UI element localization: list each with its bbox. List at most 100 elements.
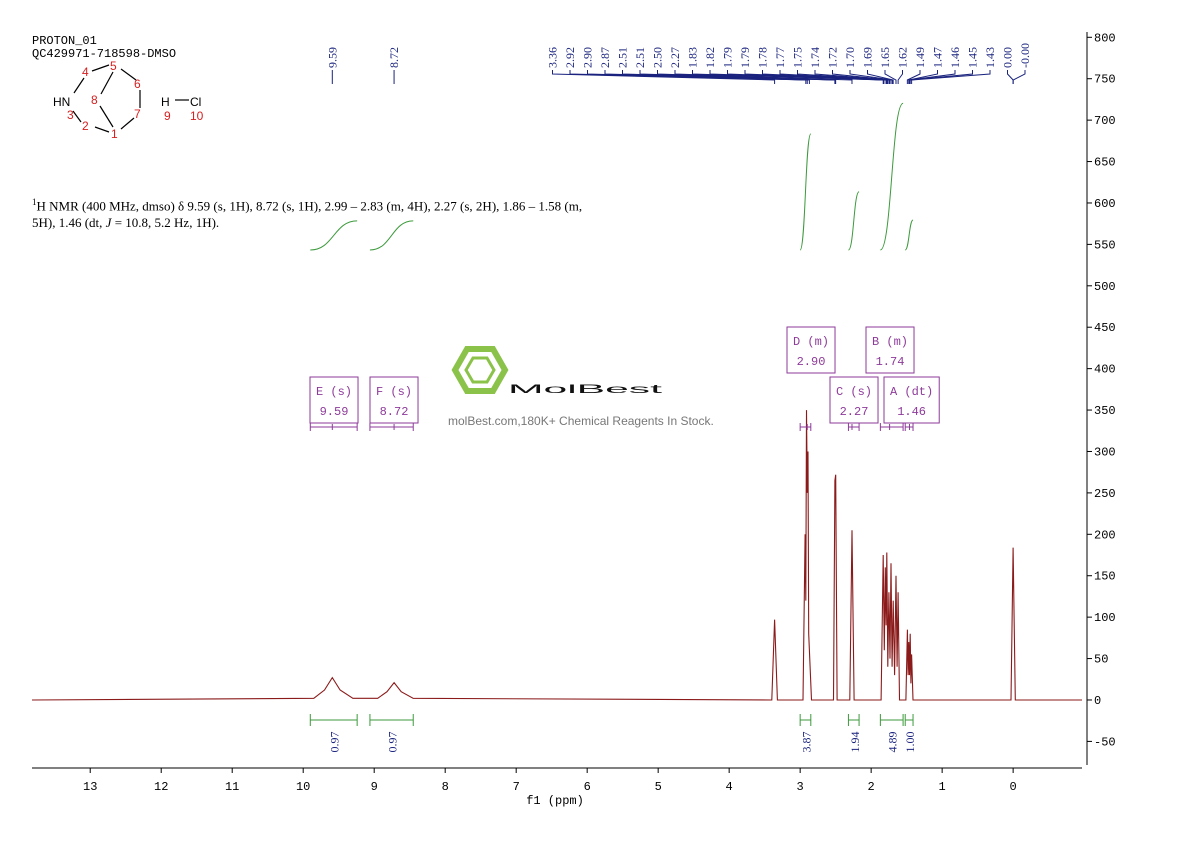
- spectrum-line: [31, 410, 1082, 701]
- integral-label: 0.97: [386, 732, 400, 753]
- description-part: 1: [32, 197, 37, 207]
- peak-leader: [552, 70, 776, 84]
- multiplet-name: B (m): [872, 335, 908, 349]
- bond: [120, 68, 137, 81]
- x-tick-label: 0: [1010, 780, 1017, 794]
- multiplet-range: [847, 423, 860, 431]
- x-tick-label: 10: [296, 780, 310, 794]
- multiplet-shift: 1.74: [876, 355, 905, 369]
- integral-bracket: [904, 714, 914, 726]
- multiplet-box: [865, 326, 915, 374]
- integral-label: 1.00: [903, 732, 917, 753]
- x-tick-label: 9: [371, 780, 378, 794]
- multiplet-range: [309, 423, 358, 431]
- y-tick-label: 600: [1094, 197, 1116, 211]
- multiplet-name: A (dt): [890, 385, 933, 399]
- bond: [72, 110, 82, 123]
- y-tick-label: 750: [1094, 73, 1116, 87]
- peak-leader: [906, 70, 921, 84]
- multiplet-shift: 2.27: [840, 405, 869, 419]
- y-tick-label: -50: [1094, 735, 1116, 749]
- peak-label: 1.62: [896, 47, 910, 68]
- peak-label: 2.87: [598, 47, 612, 68]
- peak-label: 1.47: [931, 47, 945, 68]
- x-tick-label: 5: [655, 780, 662, 794]
- header-line: QC429971-718598-DMSO: [32, 47, 176, 61]
- peak-leader: [849, 70, 893, 84]
- integral-curve: [904, 219, 914, 251]
- bond: [99, 105, 114, 128]
- peak-label: 2.51: [616, 47, 630, 68]
- y-tick-label: 300: [1094, 445, 1116, 459]
- atom-number: 5: [110, 59, 117, 73]
- peak-label: 1.79: [738, 47, 752, 68]
- peak-label: 1.70: [843, 47, 857, 68]
- x-tick-label: 2: [868, 780, 875, 794]
- brand: MolBest: [508, 382, 664, 396]
- peak-leader: [884, 70, 897, 84]
- peak-leader: [911, 70, 991, 84]
- x-tick-label: 1: [939, 780, 946, 794]
- peak-leader: [657, 70, 837, 84]
- multiplet-box: [309, 376, 359, 424]
- peak-leader: [797, 70, 890, 84]
- integral-bracket: [369, 714, 414, 726]
- atom-number: 7: [134, 107, 141, 121]
- multiplet-box: [369, 376, 419, 424]
- peak-label: 1.46: [948, 47, 962, 68]
- peak-label: 3.36: [546, 47, 560, 68]
- peak-label: 1.43: [983, 47, 997, 68]
- peak-label: 1.79: [721, 47, 735, 68]
- peak-label: 1.75: [791, 47, 805, 68]
- peak-label: 2.27: [668, 47, 682, 68]
- integral-bracket: [847, 714, 860, 726]
- logo: [451, 346, 509, 394]
- integral-curve: [847, 191, 860, 251]
- atom: HN: [53, 95, 70, 109]
- peak-label: 1.78: [756, 47, 770, 68]
- header-line: PROTON_01: [32, 34, 97, 48]
- bond: [120, 117, 135, 130]
- multiplet-range: [879, 423, 904, 431]
- multiplet-range: [799, 423, 812, 431]
- peak-label: 1.77: [773, 47, 787, 68]
- atom-number: 2: [82, 119, 89, 133]
- atom-number: 9: [164, 109, 171, 123]
- nmr-description: 1H NMR (400 MHz, dmso) δ 9.59 (s, 1H), 8…: [32, 194, 607, 231]
- peak-leader: [1007, 70, 1014, 84]
- y-tick-label: 800: [1094, 31, 1116, 45]
- atom-number: 6: [134, 77, 141, 91]
- integral-label: 1.94: [848, 732, 862, 753]
- atom: Cl: [190, 95, 201, 109]
- peak-leader: [897, 70, 903, 84]
- peak-label: 2.92: [563, 47, 577, 68]
- y-tick-label: 550: [1094, 238, 1116, 252]
- integral-curve: [369, 220, 414, 251]
- peak-label: 1.72: [826, 47, 840, 68]
- bond: [100, 71, 114, 95]
- atom: H: [161, 95, 170, 109]
- atom-labels: HN H Cl 1 2 3 4 5 6 7 8 9 10: [53, 59, 204, 141]
- y-tick-label: 650: [1094, 156, 1116, 170]
- peak-label: 2.51: [633, 47, 647, 68]
- multiplet-shift: 9.59: [320, 405, 349, 419]
- description-part: J: [105, 215, 112, 231]
- x-tick-label: 13: [83, 780, 97, 794]
- peak-leader: [908, 70, 956, 84]
- peak-leader: [814, 70, 891, 84]
- x-tick-label: 8: [442, 780, 449, 794]
- integral-label: 0.97: [328, 732, 342, 753]
- x-tick-label: 4: [726, 780, 733, 794]
- y-tick-label: 400: [1094, 363, 1116, 377]
- peak-leader: [762, 70, 888, 84]
- description-part: = 10.8, 5.2 Hz, 1H).: [111, 215, 220, 231]
- peak-label: 1.69: [861, 47, 875, 68]
- peak-label: 9.59: [325, 47, 339, 68]
- multiplet-box: [829, 376, 879, 424]
- peak-leader: [1012, 70, 1026, 84]
- peak-leader: [909, 70, 973, 84]
- atom-number: 3: [67, 108, 74, 122]
- peak-leader: [604, 70, 810, 84]
